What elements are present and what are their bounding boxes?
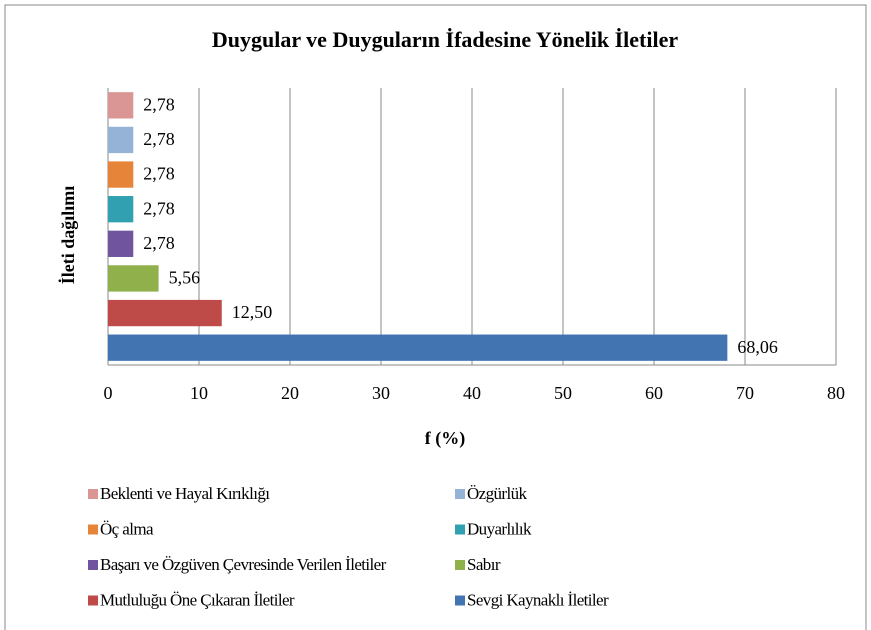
bar [108, 230, 134, 257]
legend-label: Beklenti ve Hayal Kırıklığı [100, 484, 270, 503]
x-tick-label: 20 [281, 383, 299, 403]
legend-label: Sevgi Kaynaklı İletiler [467, 590, 609, 609]
legend-swatch [455, 524, 465, 535]
legend-label: Başarı ve Özgüven Çevresinde Verilen İle… [100, 555, 387, 574]
legend-label: Duyarlılık [467, 519, 532, 538]
x-tick-label: 40 [463, 383, 481, 403]
x-tick-label: 60 [645, 383, 663, 403]
data-label: 2,78 [143, 198, 175, 218]
chart-title: Duygular ve Duyguların İfadesine Yönelik… [212, 27, 679, 52]
bar [108, 92, 134, 119]
bar [108, 299, 222, 327]
x-tick-label: 10 [190, 383, 208, 403]
legend-label: Özgürlük [467, 484, 528, 503]
data-label: 12,50 [232, 302, 273, 322]
legend-swatch [88, 595, 98, 606]
data-label: 5,56 [169, 268, 201, 288]
data-label: 2,78 [143, 233, 175, 253]
y-axis-title: İleti dağılımı [58, 186, 78, 285]
x-tick-label: 80 [827, 383, 845, 403]
legend-swatch [455, 489, 465, 499]
data-label: 2,78 [143, 164, 175, 184]
data-label: 2,78 [143, 94, 175, 114]
bar [108, 161, 134, 188]
x-tick-label: 0 [104, 383, 113, 403]
legend-swatch [88, 489, 98, 499]
bar [108, 265, 159, 292]
legend-label: Sabır [467, 555, 501, 574]
legend-label: Mutluluğu Öne Çıkaran İletiler [100, 590, 295, 609]
bar [108, 196, 134, 223]
x-tick-label: 50 [554, 383, 572, 403]
x-tick-label: 70 [736, 383, 754, 403]
legend-swatch [455, 595, 465, 606]
data-label: 2,78 [143, 129, 175, 149]
bar [108, 334, 728, 361]
bar [108, 126, 134, 154]
legend-swatch [88, 560, 98, 570]
legend-swatch [88, 524, 98, 535]
x-tick-label: 30 [372, 383, 390, 403]
legend-swatch [455, 560, 465, 570]
legend-label: Öç alma [100, 519, 154, 538]
data-label: 68,06 [737, 337, 778, 357]
x-axis-title: f (%) [425, 428, 465, 449]
